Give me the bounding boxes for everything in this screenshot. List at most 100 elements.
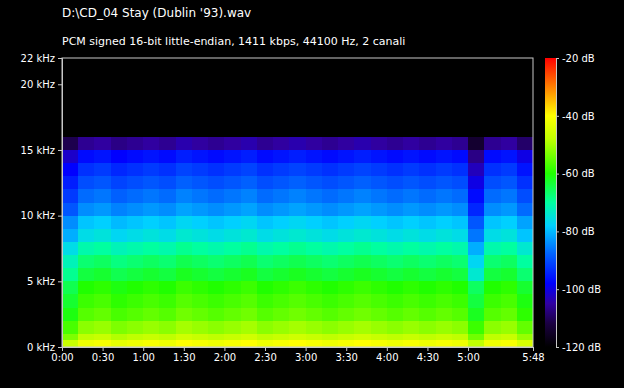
cell [452, 340, 468, 347]
cell [94, 229, 110, 242]
cell [241, 308, 257, 321]
cell [484, 163, 500, 176]
axis-line [557, 59, 560, 348]
axis-line [58, 59, 63, 348]
cell [111, 294, 127, 307]
cell [273, 189, 289, 202]
cell [143, 308, 159, 321]
cell [468, 334, 484, 341]
cell [94, 281, 110, 294]
cell [111, 150, 127, 163]
cell [94, 176, 110, 189]
cell [289, 229, 305, 242]
cell [517, 334, 533, 341]
cell [322, 294, 338, 307]
cell [338, 340, 354, 347]
cell [501, 229, 517, 242]
cell [501, 334, 517, 341]
tick-label: 4:00 [376, 352, 398, 363]
cell [468, 321, 484, 334]
tick: 4:30 [417, 347, 439, 363]
cell [289, 216, 305, 229]
cell [387, 150, 403, 163]
cell [78, 281, 94, 294]
cell [501, 340, 517, 347]
cell [484, 203, 500, 216]
cell [241, 176, 257, 189]
cell [484, 308, 500, 321]
cell [419, 308, 435, 321]
cell [387, 294, 403, 307]
cell [338, 255, 354, 268]
cell [354, 268, 370, 281]
cell [257, 216, 273, 229]
cell [501, 242, 517, 255]
cell [517, 163, 533, 176]
cell [143, 203, 159, 216]
cell [403, 308, 419, 321]
cell [468, 137, 484, 150]
cell [354, 216, 370, 229]
cell [78, 340, 94, 347]
tick-mark [556, 347, 559, 348]
cell [208, 216, 224, 229]
cell [143, 334, 159, 341]
cell [484, 321, 500, 334]
cell [62, 176, 78, 189]
tick: 10 kHz [21, 210, 62, 221]
cell [257, 242, 273, 255]
cell [241, 294, 257, 307]
cell [78, 268, 94, 281]
tick-mark [58, 281, 62, 282]
cell [273, 203, 289, 216]
tick: 5 kHz [27, 276, 62, 287]
cell [143, 268, 159, 281]
cell [78, 242, 94, 255]
cell [127, 340, 143, 347]
tick-label: -20 dB [562, 53, 595, 64]
cell [94, 334, 110, 341]
cell [517, 203, 533, 216]
cell [159, 294, 175, 307]
cell [403, 321, 419, 334]
cell [143, 340, 159, 347]
cell [387, 334, 403, 341]
cell [322, 163, 338, 176]
tick-label: -40 dB [562, 111, 595, 122]
cell [387, 242, 403, 255]
cell [257, 150, 273, 163]
cell [419, 137, 435, 150]
cell [289, 268, 305, 281]
cell [159, 163, 175, 176]
cell [224, 216, 240, 229]
cell [224, 150, 240, 163]
cell [127, 281, 143, 294]
cell [322, 137, 338, 150]
cell [484, 242, 500, 255]
cell [436, 242, 452, 255]
cell [241, 255, 257, 268]
cell [371, 308, 387, 321]
cell [484, 281, 500, 294]
cell [403, 340, 419, 347]
tick-mark [556, 174, 559, 175]
cell [94, 150, 110, 163]
cell [143, 176, 159, 189]
tick: 1:00 [132, 347, 154, 363]
cell [371, 150, 387, 163]
cell [436, 294, 452, 307]
cell [306, 308, 322, 321]
tick-label: 22 kHz [21, 53, 55, 64]
cell [111, 203, 127, 216]
cell [78, 150, 94, 163]
cell [517, 229, 533, 242]
cell [176, 150, 192, 163]
cell [127, 255, 143, 268]
cell [273, 340, 289, 347]
cell [338, 216, 354, 229]
cell [127, 268, 143, 281]
cell [403, 255, 419, 268]
cell [94, 340, 110, 347]
cell [322, 255, 338, 268]
cell [354, 321, 370, 334]
